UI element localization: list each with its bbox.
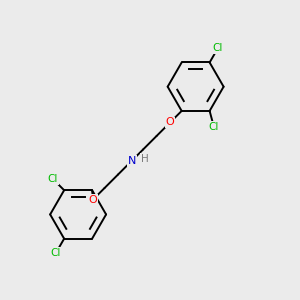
Text: O: O: [88, 195, 98, 205]
Text: Cl: Cl: [212, 44, 223, 53]
Text: O: O: [166, 117, 175, 128]
Text: N: N: [128, 156, 136, 166]
Text: Cl: Cl: [208, 122, 219, 132]
Text: H: H: [141, 154, 149, 164]
Text: Cl: Cl: [51, 248, 61, 258]
Text: Cl: Cl: [47, 174, 58, 184]
